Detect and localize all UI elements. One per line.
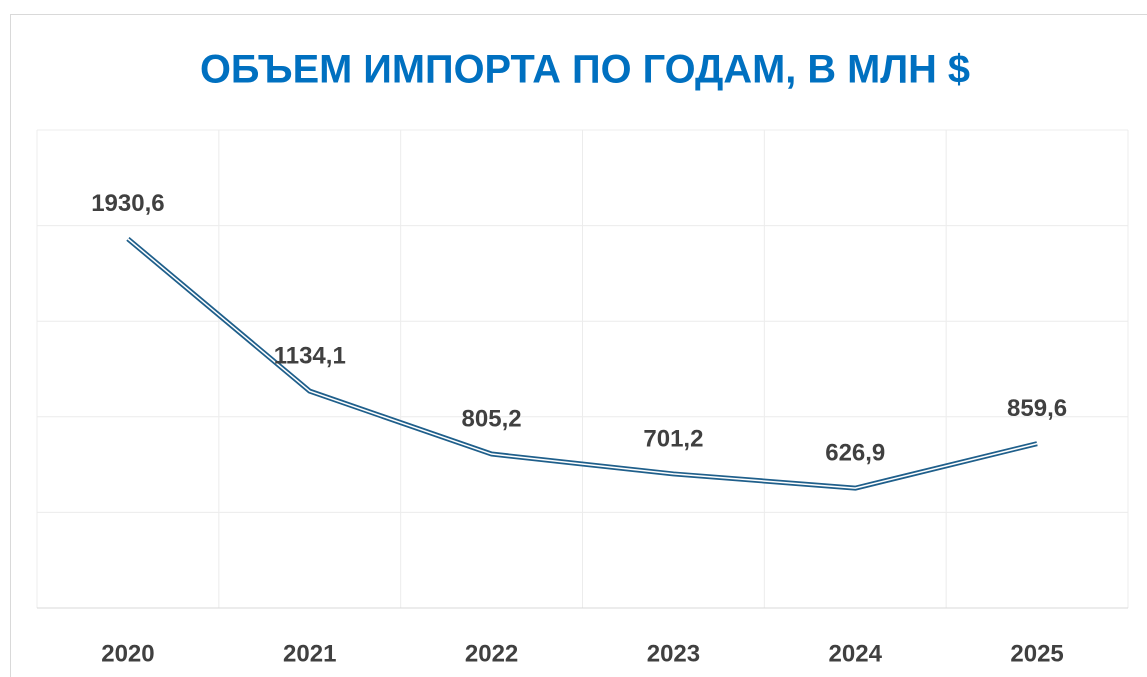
data-label: 859,6 xyxy=(1007,395,1067,422)
chart-frame xyxy=(10,14,1147,677)
x-tick-label: 2023 xyxy=(647,640,700,667)
x-tick-label: 2020 xyxy=(101,640,154,667)
x-tick-label: 2021 xyxy=(283,640,336,667)
data-label: 626,9 xyxy=(825,439,885,466)
x-tick-label: 2024 xyxy=(829,640,883,667)
data-label: 805,2 xyxy=(462,405,522,432)
x-tick-label: 2022 xyxy=(465,640,518,667)
chart-title: ОБЪЕМ ИМПОРТА ПО ГОДАМ, В МЛН $ xyxy=(200,48,970,92)
data-label: 701,2 xyxy=(643,425,703,452)
data-label: 1134,1 xyxy=(274,343,346,370)
data-label: 1930,6 xyxy=(91,190,164,217)
line-inner xyxy=(127,238,1038,489)
x-tick-label: 2025 xyxy=(1010,640,1063,667)
